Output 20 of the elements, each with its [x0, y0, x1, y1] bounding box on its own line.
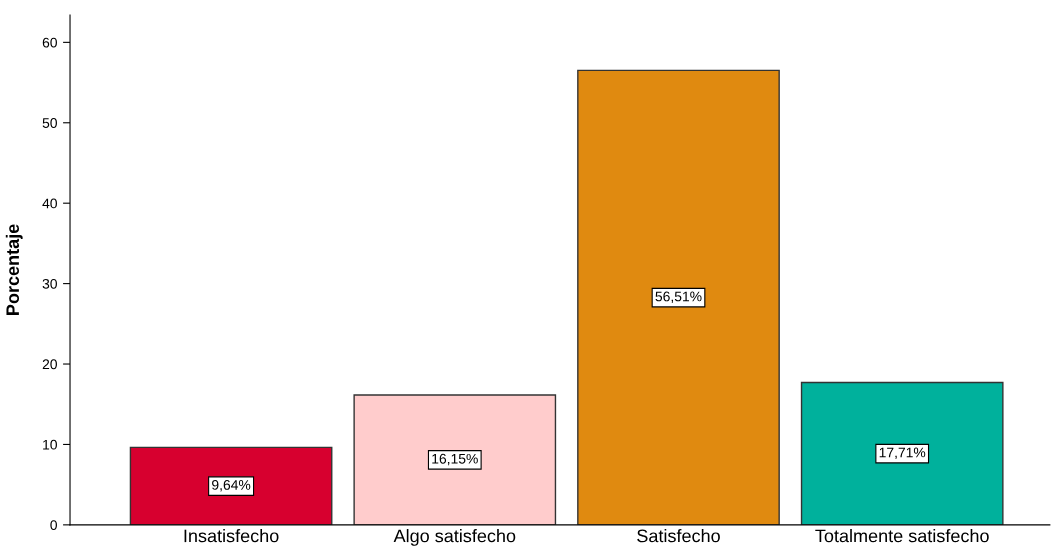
x-tick-label: Insatisfecho [184, 529, 279, 543]
y-tick-label: 50 [42, 118, 57, 128]
y-tick-label: 40 [42, 198, 57, 209]
y-tick-label: 30 [42, 278, 57, 289]
bar [129, 446, 333, 525]
bar [353, 394, 557, 525]
x-tick-label: Satisfecho [637, 529, 720, 543]
data-label: 17,71% [879, 447, 926, 460]
bar [800, 381, 1004, 525]
x-tick-label: Totalmente satisfecho [815, 529, 989, 543]
y-tick-label: 0 [50, 520, 57, 531]
y-tick-label: 10 [43, 439, 57, 450]
x-tick-label: Algo satisfecho [393, 529, 516, 546]
bar [577, 69, 780, 525]
data-label: 9,64% [212, 480, 251, 492]
y-axis-title: Porcentaje [5, 224, 23, 315]
data-label: 16,15% [432, 453, 478, 466]
data-label: 56,51% [655, 291, 702, 304]
y-tick-label: 20 [42, 359, 57, 370]
y-tick-label: 60 [42, 37, 57, 48]
